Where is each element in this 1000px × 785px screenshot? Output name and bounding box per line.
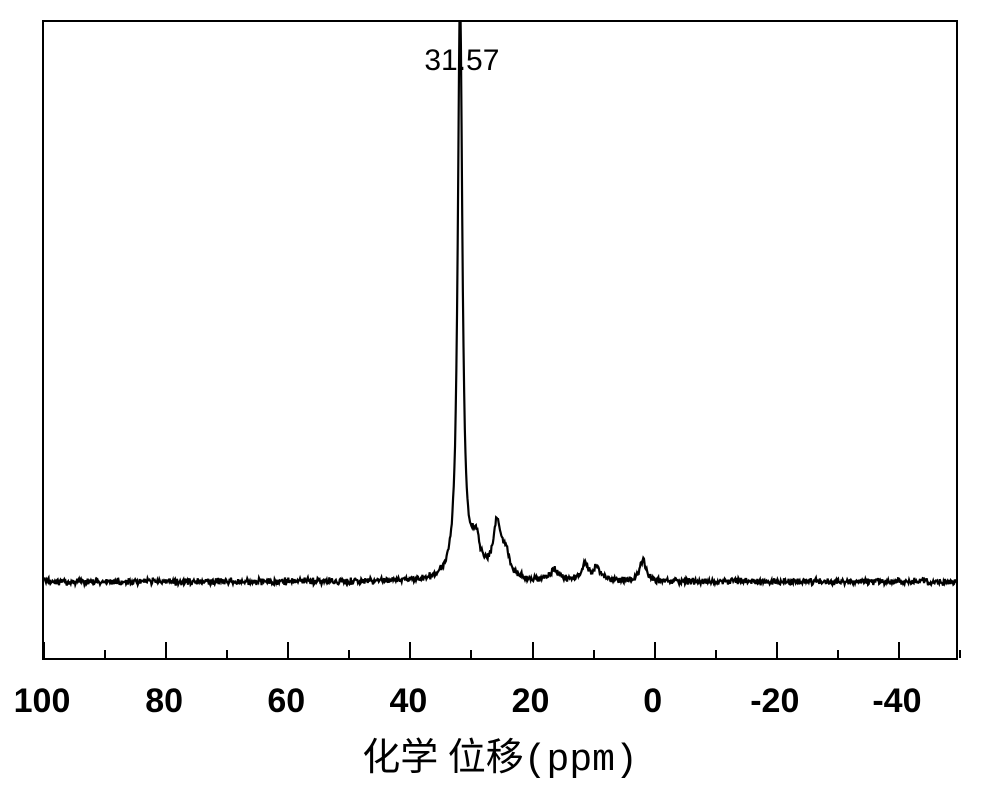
nmr-spectrum-figure: 31.57 100 80 60 40 20 0 -20 -40 化学 位移(ppm) [0,0,1000,785]
plot-frame: 31.57 [42,20,958,660]
peak-label: 31.57 [424,44,499,78]
x-tick [165,642,167,658]
x-axis-label-unit: (ppm) [524,739,638,782]
x-tick-label: 60 [267,682,305,721]
x-tick-label: 80 [145,682,183,721]
x-tick [226,650,228,658]
x-tick [715,650,717,658]
x-tick [837,650,839,658]
x-tick [104,650,106,658]
x-tick [287,642,289,658]
x-axis-label: 化学 位移(ppm) [0,726,1000,782]
x-axis-tick-labels: 100806040200-20-40 [42,682,958,722]
x-tick-label: 40 [389,682,427,721]
spectrum-line [44,22,956,658]
x-tick [409,642,411,658]
x-tick-label: -40 [872,682,921,721]
x-tick [593,650,595,658]
x-tick-label: 100 [14,682,71,721]
x-tick-label: -20 [750,682,799,721]
spectrum-trace [44,22,956,586]
x-axis-label-text: 化学 位移 [362,737,524,779]
x-tick-label: 0 [643,682,662,721]
x-tick [43,642,45,658]
x-tick-label: 20 [512,682,550,721]
x-tick [470,650,472,658]
x-tick [959,650,961,658]
x-tick [532,642,534,658]
x-tick [654,642,656,658]
x-tick [776,642,778,658]
x-tick [898,642,900,658]
x-tick [348,650,350,658]
